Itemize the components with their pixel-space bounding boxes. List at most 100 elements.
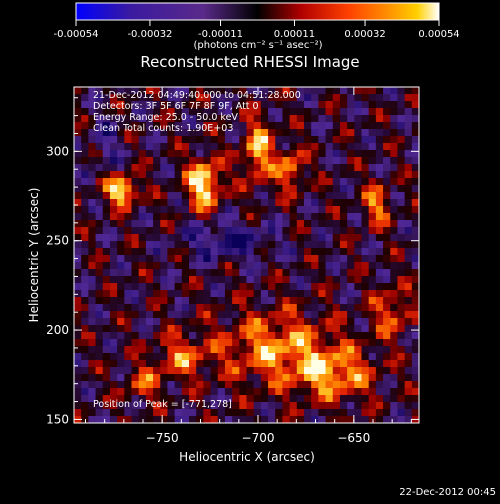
heatmap-cell: [224, 248, 233, 256]
heatmap-cell: [311, 297, 319, 305]
heatmap-cell: [124, 94, 133, 102]
heatmap-cell: [296, 199, 305, 207]
heatmap-cell: [404, 108, 413, 116]
heatmap-cell: [239, 325, 248, 333]
heatmap-cell: [289, 374, 298, 382]
heatmap-cell: [81, 87, 89, 95]
heatmap-cell: [167, 164, 176, 172]
heatmap-cell: [404, 192, 413, 200]
heatmap-cell: [304, 192, 312, 200]
heatmap-cell: [304, 164, 312, 172]
heatmap-cell: [253, 171, 262, 179]
heatmap-cell: [282, 101, 291, 109]
heatmap-cell: [296, 409, 305, 417]
heatmap-cell: [174, 136, 183, 144]
heatmap-cell: [217, 346, 226, 354]
heatmap-cell: [361, 108, 370, 116]
heatmap-cell: [145, 192, 154, 200]
heatmap-cell: [246, 143, 255, 151]
heatmap-cell: [153, 234, 161, 242]
heatmap-cell: [383, 115, 391, 123]
heatmap-cell: [131, 297, 140, 305]
heatmap-cell: [268, 192, 276, 200]
heatmap-cell: [153, 290, 161, 298]
heatmap-cell: [325, 213, 334, 221]
heatmap-cell: [74, 227, 82, 235]
heatmap-cell: [332, 157, 341, 165]
heatmap-cell: [160, 206, 169, 214]
heatmap-cell: [347, 227, 355, 235]
heatmap-cell: [138, 157, 147, 165]
heatmap-cell: [74, 87, 82, 95]
heatmap-cell: [361, 122, 370, 130]
heatmap-cell: [275, 388, 284, 396]
heatmap-cell: [246, 388, 255, 396]
heatmap-cell: [95, 248, 104, 256]
heatmap-cell: [224, 94, 233, 102]
heatmap-cell: [117, 395, 125, 403]
heatmap-cell: [368, 143, 377, 151]
heatmap-cell: [253, 178, 262, 186]
heatmap-cell: [275, 87, 284, 95]
heatmap-cell: [203, 143, 212, 151]
heatmap-cell: [325, 143, 334, 151]
heatmap-cell: [153, 199, 161, 207]
heatmap-cell: [145, 360, 154, 368]
heatmap-cell: [153, 108, 161, 116]
heatmap-cell: [189, 115, 197, 123]
heatmap-cell: [304, 115, 312, 123]
heatmap-cell: [253, 255, 262, 263]
heatmap-cell: [383, 311, 391, 319]
heatmap-cell: [217, 283, 226, 291]
heatmap-cell: [217, 297, 226, 305]
heatmap-cell: [181, 311, 190, 319]
heatmap-cell: [275, 297, 284, 305]
heatmap-cell: [167, 416, 176, 423]
heatmap-cell: [311, 318, 319, 326]
heatmap-cell: [397, 276, 406, 284]
heatmap-cell: [325, 283, 334, 291]
heatmap-cell: [383, 269, 391, 277]
heatmap-cell: [210, 269, 219, 277]
heatmap-cell: [383, 290, 391, 298]
heatmap-cell: [354, 332, 363, 340]
heatmap-cell: [196, 255, 204, 263]
heatmap-cell: [174, 339, 183, 347]
heatmap-cell: [404, 416, 413, 423]
heatmap-cell: [210, 199, 219, 207]
heatmap-cell: [109, 94, 118, 102]
heatmap-cell: [260, 381, 269, 389]
heatmap-cell: [95, 332, 104, 340]
heatmap-cell: [268, 346, 276, 354]
heatmap-cell: [95, 416, 104, 423]
heatmap-cell: [304, 171, 312, 179]
heatmap-cell: [246, 276, 255, 284]
heatmap-cell: [174, 227, 183, 235]
heatmap-cell: [368, 171, 377, 179]
heatmap-cell: [138, 206, 147, 214]
heatmap-cell: [145, 150, 154, 158]
heatmap-cell: [124, 311, 133, 319]
heatmap-cell: [253, 241, 262, 249]
heatmap-cell: [383, 416, 391, 423]
heatmap-cell: [304, 304, 312, 312]
heatmap-cell: [145, 185, 154, 193]
heatmap-cell: [81, 255, 89, 263]
heatmap-cell: [404, 332, 413, 340]
heatmap-cell: [368, 276, 377, 284]
heatmap-cell: [354, 213, 363, 221]
heatmap-cell: [390, 192, 399, 200]
heatmap-cell: [189, 241, 197, 249]
heatmap-cell: [311, 409, 319, 417]
heatmap-cell: [102, 346, 111, 354]
heatmap-cell: [189, 178, 197, 186]
heatmap-cell: [217, 136, 226, 144]
heatmap-cell: [124, 101, 133, 109]
heatmap-cell: [138, 213, 147, 221]
heatmap-cell: [189, 360, 197, 368]
heatmap-cell: [268, 234, 276, 242]
heatmap-cell: [210, 402, 219, 410]
heatmap-cell: [332, 374, 341, 382]
heatmap-cell: [368, 325, 377, 333]
heatmap-cell: [246, 192, 255, 200]
